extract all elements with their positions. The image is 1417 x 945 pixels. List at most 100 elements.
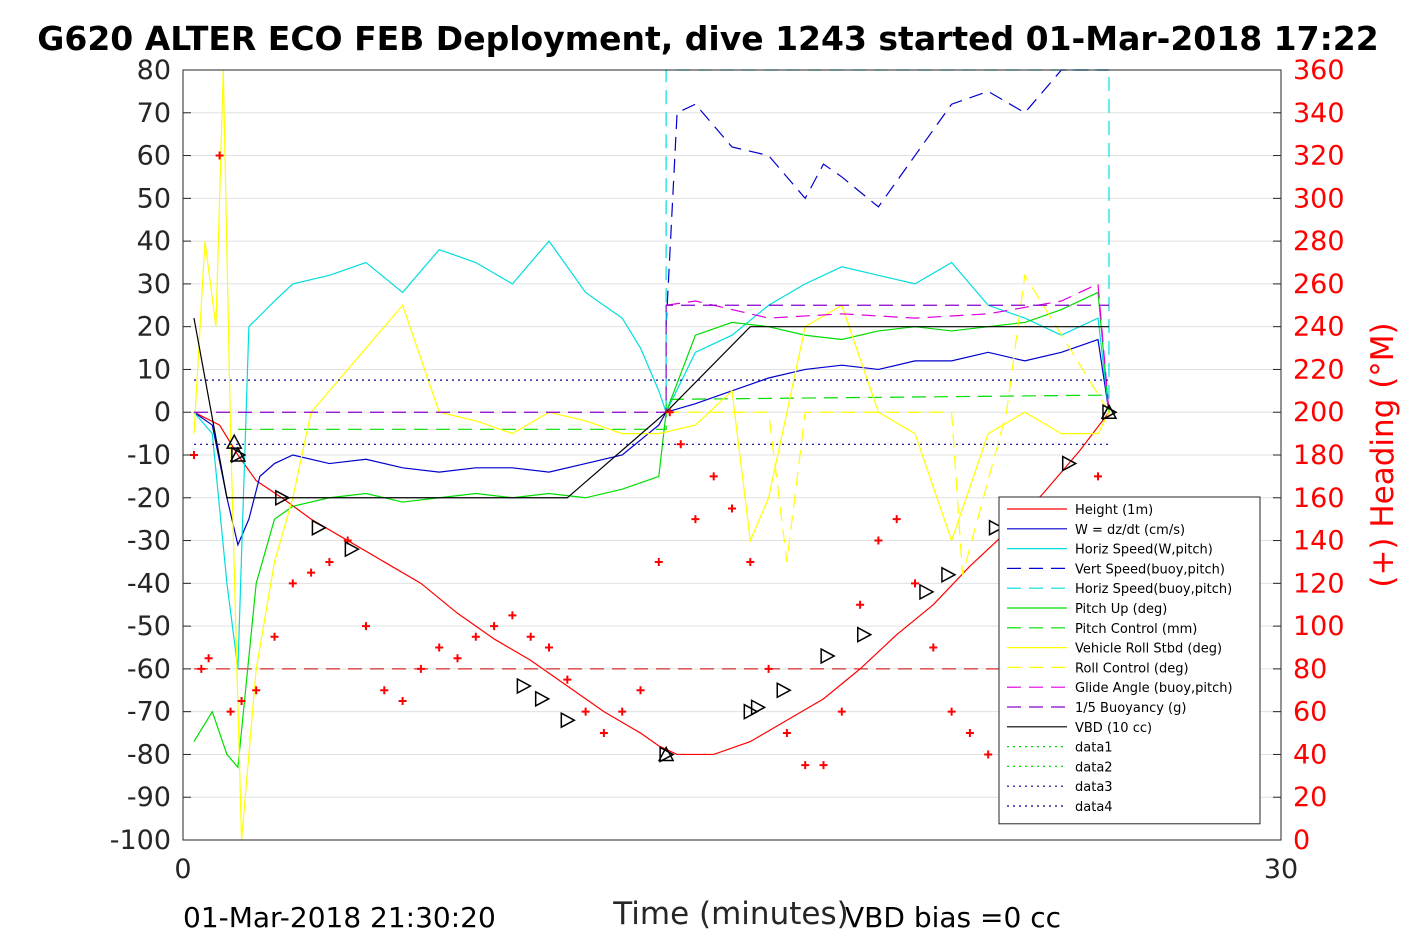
- heading-point-39: [837, 707, 846, 716]
- series-line-8: [666, 273, 1110, 575]
- heading-point-35: [764, 664, 773, 673]
- heading-point-38: [819, 761, 828, 770]
- heading-point-31: [691, 515, 700, 524]
- heading-point-25: [599, 729, 608, 738]
- legend-label-9: Glide Angle (buoy,pitch): [1075, 681, 1233, 696]
- heading-point-12: [362, 622, 370, 631]
- heading-point-46: [965, 729, 974, 738]
- down-triangle-16: [1061, 455, 1078, 472]
- series-line-9: [666, 282, 1110, 413]
- legend-label-15: data4: [1075, 800, 1113, 815]
- heading-point-27: [636, 686, 645, 695]
- down-triangle-13: [919, 583, 935, 601]
- down-triangle-7: [659, 746, 675, 763]
- legend-label-5: Pitch Up (deg): [1075, 602, 1167, 617]
- footer-vbd-bias: VBD bias =0 cc: [845, 901, 1061, 934]
- heading-point-20: [508, 611, 517, 620]
- legend-label-3: Vert Speed(buoy,pitch): [1075, 562, 1225, 577]
- down-triangle-9: [750, 699, 767, 716]
- y-tick-label-17: -90: [127, 782, 171, 813]
- series-line-0: [193, 411, 1110, 756]
- heading-point-8: [288, 579, 297, 588]
- down-triangle-4: [516, 677, 532, 695]
- heading-point-5: [237, 696, 246, 705]
- y-right-tick-label-14: 80: [1293, 654, 1327, 685]
- heading-point-37: [801, 761, 810, 770]
- heading-point-9: [307, 568, 316, 577]
- heading-point-34: [746, 557, 755, 566]
- series-line-3: [665, 69, 1109, 327]
- y-tick-label-10: -20: [127, 483, 171, 514]
- series-line-11: [193, 318, 1109, 499]
- footer-timestamp: 01-Mar-2018 21:30:20: [183, 901, 496, 934]
- y-right-tick-label-5: 260: [1293, 269, 1345, 300]
- legend-label-8: Roll Control (deg): [1075, 661, 1189, 676]
- heading-point-41: [874, 536, 883, 545]
- series-line-2: [193, 240, 1110, 669]
- legend-label-0: Height (1m): [1075, 503, 1153, 518]
- y-tick-label-4: 40: [137, 226, 171, 257]
- y-tick-label-2: 60: [137, 141, 171, 172]
- legend-label-12: data1: [1075, 741, 1113, 756]
- up-triangle-3: [1100, 403, 1118, 419]
- y-tick-label-12: -40: [127, 568, 171, 599]
- y-right-tick-label-13: 100: [1293, 611, 1345, 642]
- down-triangle-6: [560, 711, 576, 729]
- heading-point-45: [947, 707, 956, 716]
- y-right-tick-label-9: 180: [1293, 440, 1345, 471]
- y-tick-label-8: 0: [154, 397, 171, 428]
- heading-point-30: [676, 440, 685, 449]
- y-tick-label-16: -80: [127, 739, 171, 770]
- heading-point-42: [892, 515, 901, 524]
- heading-point-1: [197, 664, 206, 673]
- x-axis-label: Time (minutes): [612, 896, 848, 932]
- heading-point-2: [204, 654, 213, 663]
- series-line-10: [193, 304, 1109, 413]
- y-right-tick-label-11: 140: [1293, 526, 1345, 557]
- y-right-tick-label-10: 160: [1293, 483, 1345, 514]
- heading-point-44: [929, 643, 938, 652]
- legend-label-10: 1/5 Buoyancy (g): [1075, 701, 1186, 716]
- series-line-7: [193, 69, 1110, 841]
- x-tick-label-0: 0: [174, 854, 191, 885]
- y-tick-label-9: -10: [127, 440, 171, 471]
- y-right-tick-label-6: 240: [1293, 312, 1345, 343]
- legend: Height (1m) W = dz/dt (cm/s) Horiz Speed(W…: [998, 496, 1261, 825]
- heading-point-10: [325, 557, 334, 566]
- down-triangle-12: [857, 626, 873, 643]
- heading-point-33: [728, 504, 736, 513]
- heading-point-7: [270, 632, 279, 641]
- up-triangle-1: [229, 446, 247, 462]
- y-tick-label-18: -100: [110, 825, 171, 856]
- legend-label-4: Horiz Speed(buoy,pitch): [1075, 582, 1232, 597]
- legend-box: [998, 496, 1261, 825]
- heading-point-29: [665, 408, 674, 417]
- heading-point-18: [471, 632, 480, 641]
- up-triangle-2: [657, 745, 675, 762]
- heading-point-26: [618, 707, 627, 716]
- y-tick-label-13: -50: [127, 611, 171, 642]
- up-triangle-0: [225, 433, 243, 449]
- heading-point-17: [453, 654, 462, 663]
- down-triangle-0: [231, 446, 247, 464]
- heading-point-28: [654, 557, 663, 566]
- y-right-tick-label-17: 20: [1293, 782, 1327, 813]
- chart-title: G620 ALTER ECO FEB Deployment, dive 1243…: [37, 19, 1378, 58]
- heading-point-15: [416, 664, 425, 673]
- down-triangle-2: [311, 519, 328, 536]
- heading-point-3: [215, 151, 224, 160]
- y-right-tick-label-1: 340: [1293, 98, 1345, 129]
- heading-point-40: [856, 600, 865, 609]
- legend-label-13: data2: [1075, 760, 1113, 775]
- heading-point-32: [709, 472, 718, 481]
- axis-ticks: 80706050403020100-10-20-30-40-50-60-70-8…: [110, 55, 1345, 885]
- y-right-tick-label-4: 280: [1293, 226, 1345, 257]
- legend-label-1: W = dz/dt (cm/s): [1075, 523, 1185, 538]
- y-right-tick-label-12: 120: [1293, 568, 1345, 599]
- heading-point-14: [398, 696, 407, 705]
- y-tick-label-6: 20: [137, 312, 171, 343]
- y-tick-label-11: -30: [127, 526, 171, 557]
- x-tick-label-1: 30: [1264, 854, 1298, 885]
- y-right-tick-label-2: 320: [1293, 141, 1345, 172]
